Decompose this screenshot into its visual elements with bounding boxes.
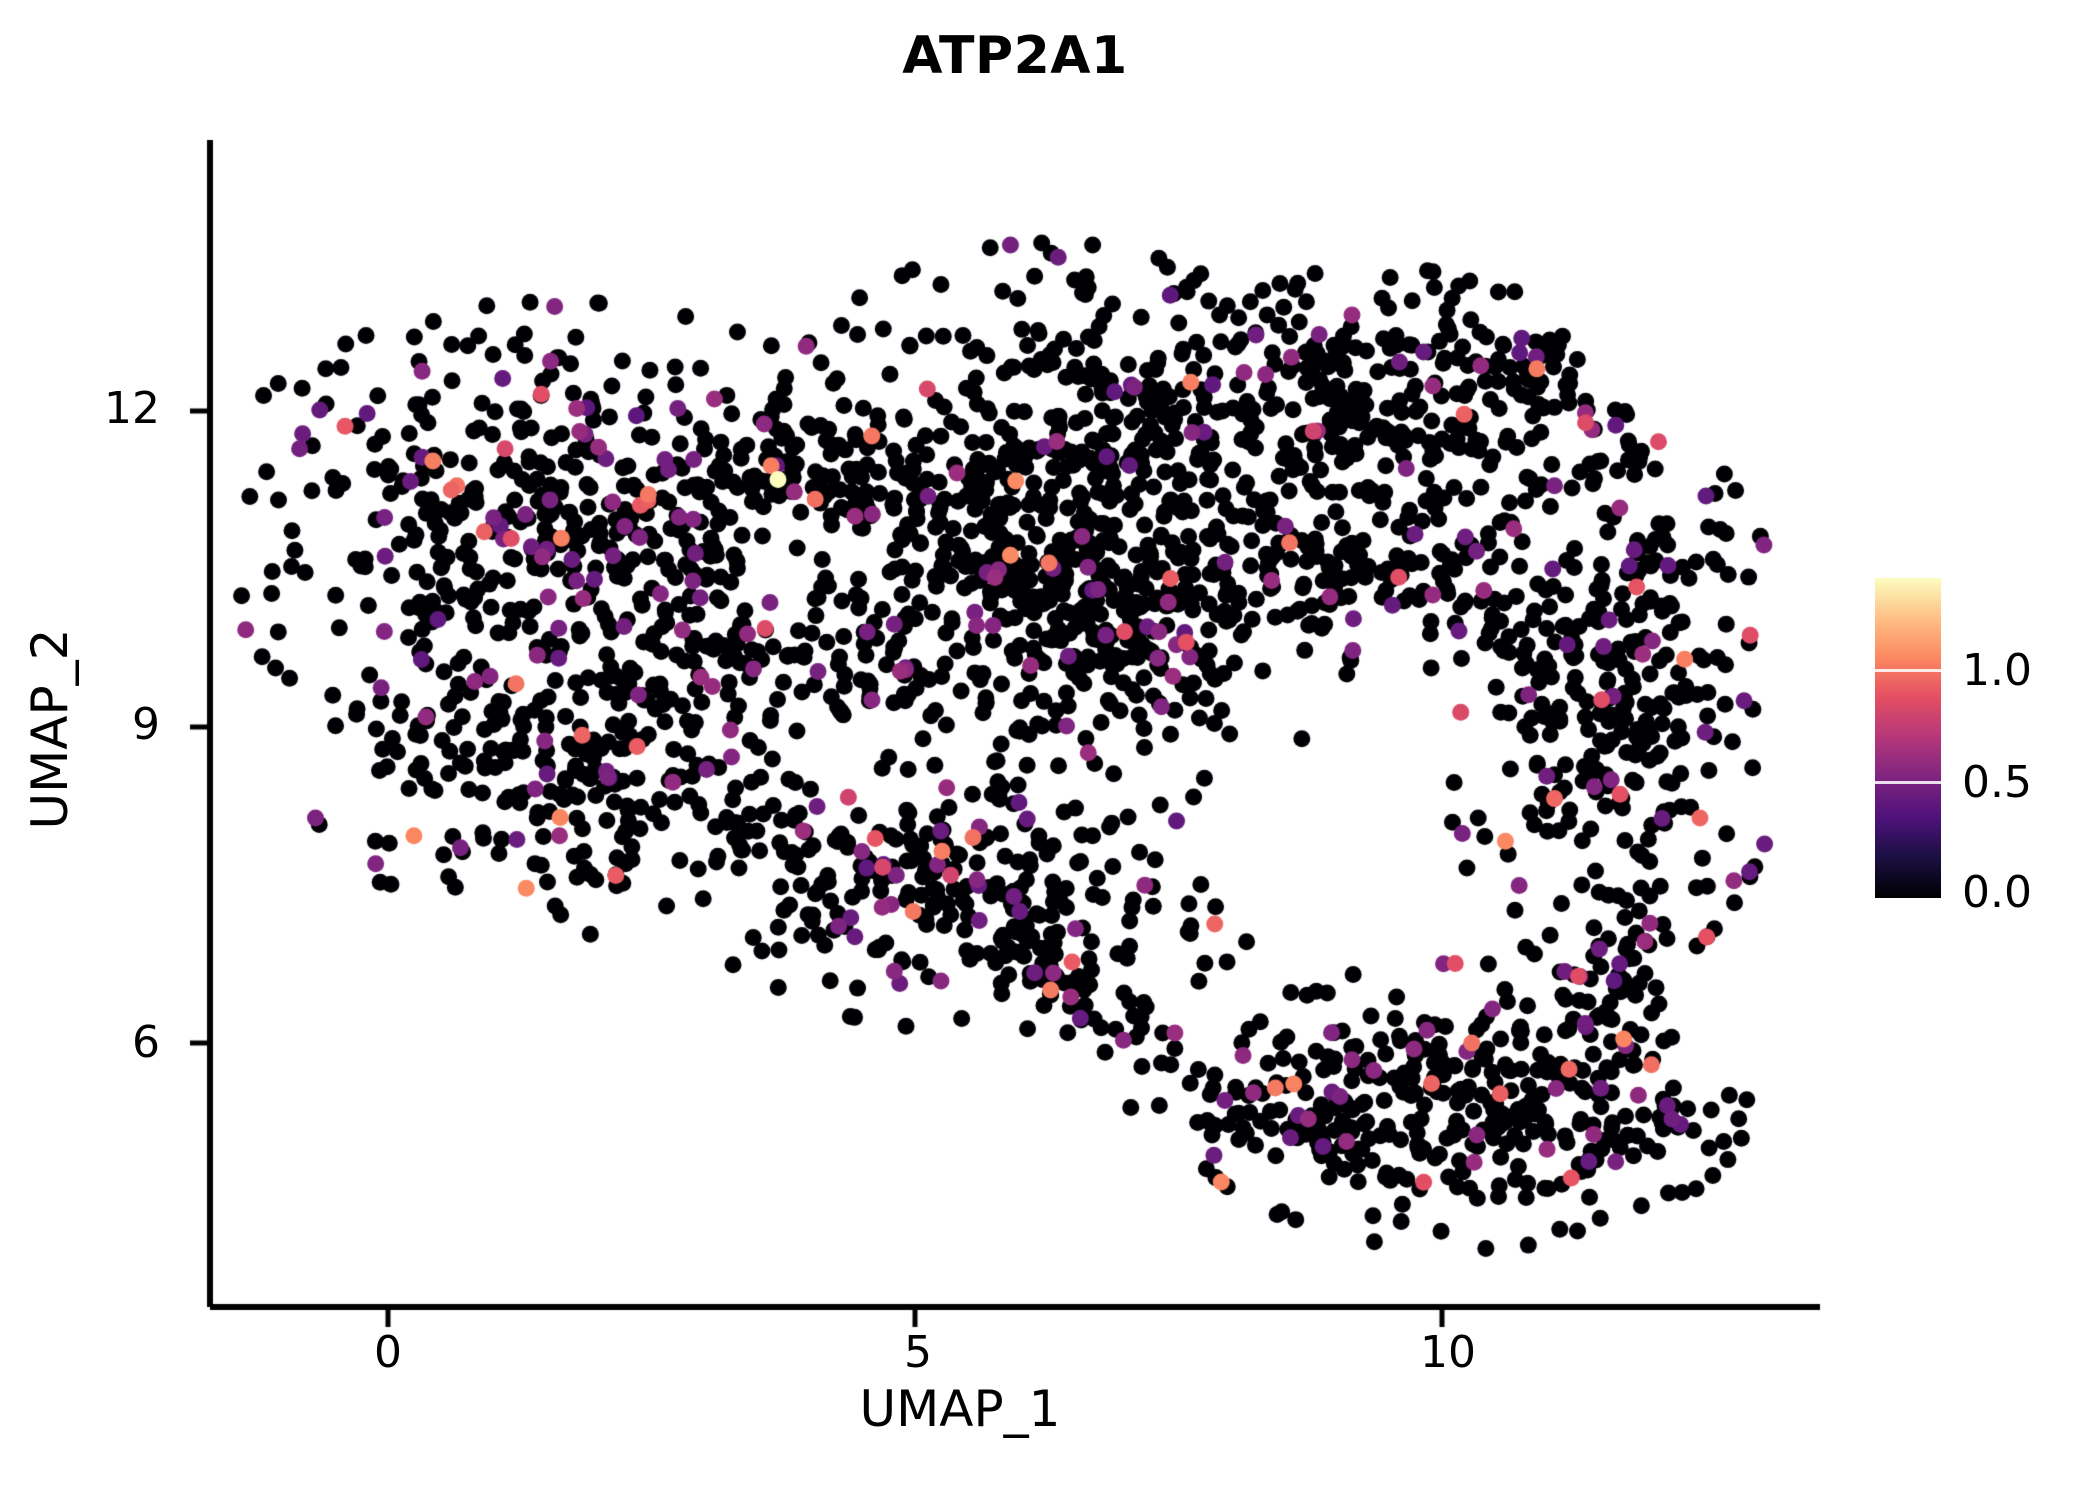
y-tick-label-12: 12 [104,383,160,434]
y-tick-label-9: 9 [132,699,160,750]
x-tick-label-0: 0 [374,1327,402,1378]
colorbar-tick-label-1.0: 1.0 [1962,645,2032,696]
colorbar-gradient [1875,578,1941,898]
colorbar-tick-label-0.5: 0.5 [1962,757,2032,808]
colorbar-tick-label-0.0: 0.0 [1962,867,2032,918]
x-tick-label-5: 5 [904,1327,932,1378]
colorbar-tick-mark-05 [1875,781,1941,784]
y-tick-label-6: 6 [132,1017,160,1068]
x-tick-label-10: 10 [1420,1327,1476,1378]
x-axis-label: UMAP_1 [859,1380,1061,1438]
colorbar-tick-mark-1 [1875,669,1941,672]
